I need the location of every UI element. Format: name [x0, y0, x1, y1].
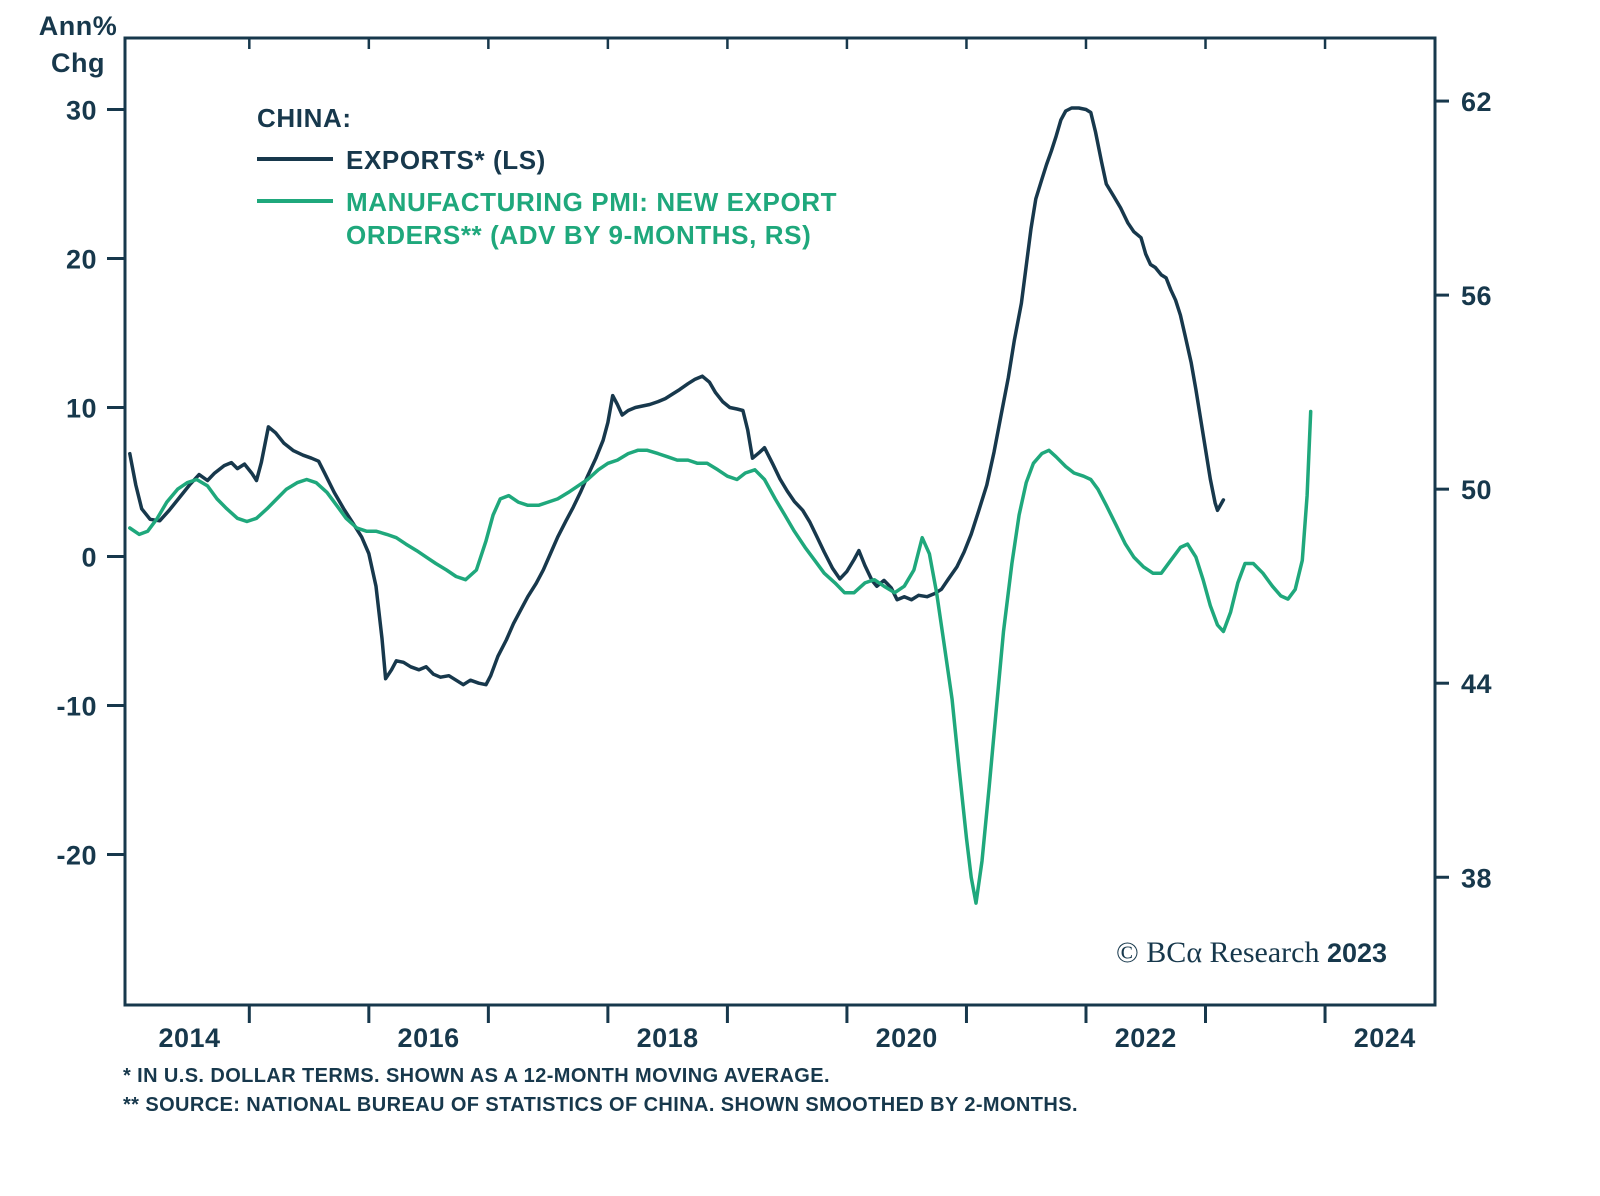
left-axis-tick-label: 30: [66, 96, 97, 126]
left-axis-tick-label: -10: [56, 692, 97, 722]
chart-frame: [123, 36, 1437, 1007]
exports-line-swatch-icon: [257, 157, 333, 161]
left-axis-title-line2: Chg: [51, 48, 105, 78]
legend-item-pmi: MANUFACTURING PMI: NEW EXPORT ORDERS** (…: [257, 186, 837, 252]
x-axis-year-label: 2022: [1115, 1023, 1177, 1053]
x-axis-year-label: 2014: [159, 1023, 221, 1053]
x-axis-year-label: 2018: [637, 1023, 699, 1053]
right-axis-tick-label: 38: [1461, 863, 1492, 893]
footnotes: * IN U.S. DOLLAR TERMS. SHOWN AS A 12-MO…: [123, 1062, 1078, 1120]
pmi-line: [128, 409, 1313, 905]
copyright-text: © BCα Research: [1116, 936, 1327, 969]
pmi-line-label: MANUFACTURING PMI: NEW EXPORT ORDERS** (…: [346, 186, 837, 252]
legend-heading: CHINA:: [257, 103, 352, 133]
left-axis-tick-label: 20: [66, 245, 97, 275]
right-axis-tick-label: 44: [1461, 669, 1492, 699]
copyright-year: 2023: [1326, 938, 1388, 968]
exports-line-label: EXPORTS* (LS): [346, 145, 546, 175]
legend-item-exports: EXPORTS* (LS): [257, 144, 837, 177]
right-axis-tick-label: 56: [1461, 281, 1492, 311]
pmi-line-label-line2: ORDERS** (ADV BY 9-MONTHS, RS): [346, 220, 812, 250]
x-axis-year-label: 2016: [398, 1023, 460, 1053]
left-axis-tick-label: -20: [56, 841, 97, 871]
left-axis-title-line1: Ann%: [38, 11, 118, 41]
left-axis-title: Ann% Chg: [30, 8, 126, 82]
x-axis-year-label: 2020: [876, 1023, 938, 1053]
pmi-line-swatch-icon: [257, 199, 333, 203]
left-axis-tick-label: 10: [66, 394, 97, 424]
left-axis-tick-label: 0: [81, 543, 97, 573]
pmi-line-label-line1: MANUFACTURING PMI: NEW EXPORT: [346, 187, 838, 217]
right-axis-tick-label: 62: [1461, 87, 1492, 117]
exports-line: [128, 106, 1226, 687]
x-axis-year-label: 2024: [1354, 1023, 1416, 1053]
copyright: © BCα Research 2023: [1116, 936, 1387, 970]
legend: CHINA: EXPORTS* (LS) MANUFACTURING PMI: …: [257, 103, 837, 261]
footnote-1: * IN U.S. DOLLAR TERMS. SHOWN AS A 12-MO…: [123, 1065, 830, 1087]
right-axis-tick-label: 50: [1461, 475, 1492, 505]
footnote-2: ** SOURCE: NATIONAL BUREAU OF STATISTICS…: [123, 1094, 1078, 1116]
